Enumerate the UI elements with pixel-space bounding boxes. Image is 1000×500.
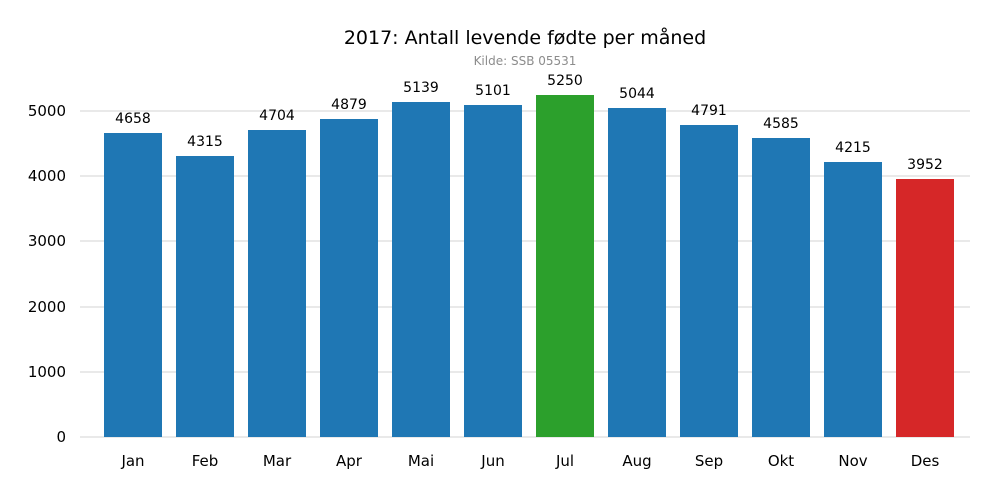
x-tick-label-Mai: Mai <box>407 452 435 470</box>
gridline-1000 <box>80 370 970 373</box>
gridline-5000 <box>80 110 970 113</box>
y-tick-label-4000: 4000 <box>27 167 66 186</box>
bar-Aug <box>608 108 666 437</box>
bar-value-Nov: 4215 <box>835 140 871 157</box>
x-tick-label-Sep: Sep <box>694 452 724 470</box>
x-tick-label-Mar: Mar <box>262 452 292 470</box>
bar-value-Feb: 4315 <box>187 133 223 150</box>
bar-Sep <box>680 124 738 437</box>
bar-value-Okt: 4585 <box>763 116 799 133</box>
bar-Apr <box>320 118 378 437</box>
bar-value-Aug: 5044 <box>619 86 655 103</box>
x-tick-label-Aug: Aug <box>622 452 652 470</box>
gridline-0 <box>80 436 970 438</box>
bar-Mai <box>392 102 450 437</box>
y-tick-label-1000: 1000 <box>27 362 66 381</box>
bar-Des <box>896 179 954 437</box>
x-tick-label-Apr: Apr <box>336 452 362 470</box>
gridline-4000 <box>80 175 970 178</box>
bar-Jul <box>536 94 594 437</box>
bar-Okt <box>752 138 810 437</box>
bar-value-Sep: 4791 <box>691 102 727 119</box>
bar-Mar <box>248 130 306 437</box>
x-tick-label-Jan: Jan <box>121 452 145 470</box>
gridline-3000 <box>80 240 970 243</box>
bar-Nov <box>824 162 882 437</box>
gridline-2000 <box>80 305 970 308</box>
y-tick-label-0: 0 <box>56 428 66 446</box>
x-tick-label-Nov: Nov <box>838 452 868 470</box>
bar-value-Mai: 5139 <box>403 80 439 97</box>
bar-value-Jun: 5101 <box>475 82 511 99</box>
bar-Jan <box>104 133 162 437</box>
y-tick-label-5000: 5000 <box>27 102 66 121</box>
chart-title: 2017: Antall levende fødte per måned <box>343 27 707 49</box>
bar-value-Jan: 4658 <box>115 111 151 128</box>
plot-area: 0 1000 2000 3000 4000 5000 4658 4315 4704 4879 51… <box>28 73 970 470</box>
y-tick-label-2000: 2000 <box>27 297 66 316</box>
y-tick-label-3000: 3000 <box>27 232 66 251</box>
x-tick-label-Okt: Okt <box>767 452 795 470</box>
bar-value-Mar: 4704 <box>259 108 295 125</box>
bar-Jun <box>464 104 522 437</box>
chart-subtitle: Kilde: SSB 05531 <box>473 54 577 68</box>
x-tick-label-Jul: Jul <box>555 452 575 470</box>
bar-Feb <box>176 155 234 437</box>
bar-value-Des: 3952 <box>907 157 943 174</box>
x-tick-label-Jun: Jun <box>481 452 505 470</box>
bar-value-Apr: 4879 <box>331 96 367 113</box>
bar-value-Jul: 5250 <box>547 72 583 89</box>
x-tick-label-Feb: Feb <box>191 452 219 470</box>
x-tick-label-Des: Des <box>910 452 940 470</box>
